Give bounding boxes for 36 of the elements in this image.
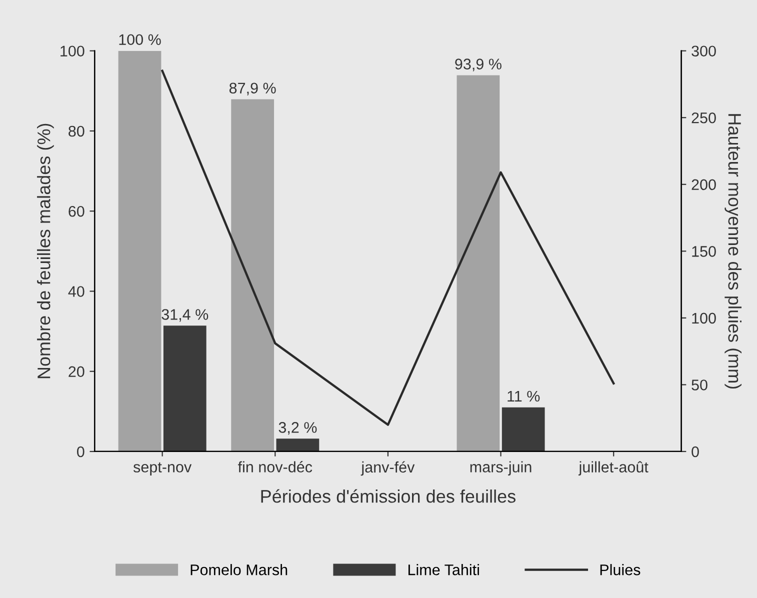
bar (456, 75, 500, 452)
y-tick-label: 80 (68, 126, 84, 137)
y-tick-label: 60 (68, 206, 84, 217)
data-label: 11 % (508, 390, 540, 402)
y2-tick-label: 100 (692, 312, 716, 324)
legend-label: Lime Tahiti (408, 564, 479, 576)
x-tick-label: juillet-août (578, 461, 648, 476)
data-label: 93,9 % (455, 58, 502, 72)
y2-tick-label: 50 (692, 380, 708, 390)
y-tick-label: 20 (68, 366, 84, 378)
x-tick-label: mars-juin (470, 461, 532, 476)
bar (118, 50, 162, 452)
data-label: 87,9 % (229, 82, 276, 96)
x-tick-label: sept-nov (133, 462, 192, 476)
x-tick-label: janv-fév (360, 461, 415, 476)
bar (502, 407, 545, 452)
y-axis-title: Nombre de feuilles malades (%) (37, 124, 54, 378)
y-tick-label: 100 (60, 46, 84, 57)
y2-tick-label: 300 (692, 46, 716, 57)
y2-tick-label: 250 (692, 112, 716, 124)
data-label: 31,4 % (162, 309, 208, 322)
bar (231, 99, 274, 452)
data-label: 3,2 % (278, 422, 317, 435)
x-axis-title: Périodes d'émission des feuilles (261, 489, 516, 503)
y2-tick-label: 200 (692, 179, 716, 190)
data-label: 100 % (119, 34, 161, 46)
y-tick-label: 40 (68, 286, 84, 297)
y2-tick-label: 150 (692, 246, 716, 257)
y2-axis-title: Hauteur moyenne des pluies (mm) (724, 114, 742, 389)
x-tick-label: fin nov-déc (238, 461, 312, 472)
y-tick-label: 0 (77, 446, 84, 458)
legend-label: Pomelo Marsh (190, 564, 288, 576)
legend-label: Pluies (600, 564, 640, 576)
bar (276, 438, 320, 452)
bar (163, 326, 206, 452)
y2-tick-label: 0 (692, 446, 699, 458)
